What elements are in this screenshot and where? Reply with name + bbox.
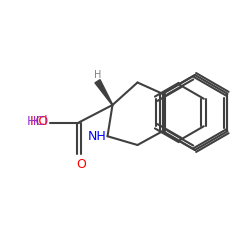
Text: O: O [76, 158, 86, 170]
Text: HCl: HCl [27, 115, 48, 128]
Polygon shape [95, 80, 113, 105]
Text: HO: HO [30, 115, 49, 128]
Text: NH: NH [88, 130, 106, 143]
Text: H: H [94, 70, 101, 80]
